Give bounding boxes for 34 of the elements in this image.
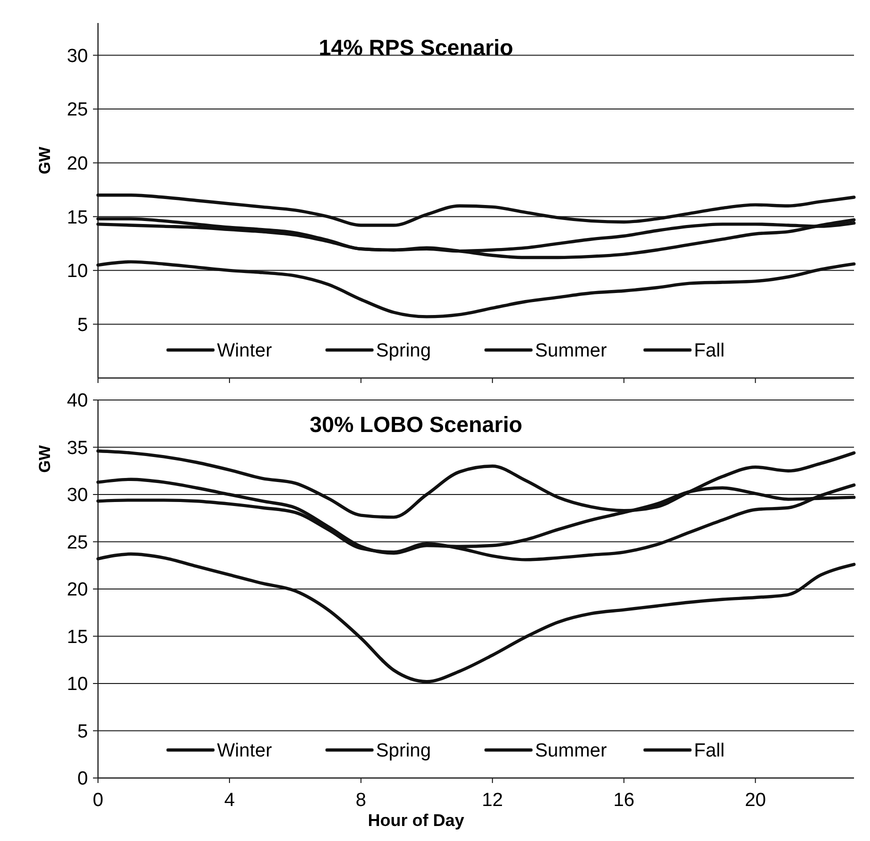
text: 14% RPS Scenario — [318, 35, 514, 60]
legend-label: Spring — [376, 740, 431, 762]
y-tick-label: 25 — [66, 532, 88, 554]
y-tick-label: 5 — [77, 721, 88, 742]
y-tick-label: 35 — [66, 438, 88, 459]
x-axis-title: Hour of Day — [368, 811, 465, 830]
legend-label: Summer — [535, 740, 608, 762]
x-tick-label: 20 — [744, 790, 766, 811]
legend-label: Fall — [694, 740, 725, 762]
y-tick-label: 20 — [66, 154, 88, 174]
y-tick-label: 15 — [66, 207, 88, 228]
y-tick-label: 30 — [66, 485, 88, 506]
x-tick-label: 4 — [224, 790, 236, 811]
x-tick-label: 8 — [356, 790, 366, 811]
y-tick-label: 20 — [66, 580, 88, 601]
text: 30% LOBO Scenario — [310, 412, 522, 437]
legend-label: Summer — [535, 340, 608, 362]
y-tick-label: 0 — [77, 768, 88, 790]
x-tick-label: 12 — [482, 790, 504, 811]
x-tick-label: 16 — [613, 790, 634, 811]
y-tick-label: 5 — [77, 314, 88, 336]
legend-label: Winter — [217, 340, 273, 362]
legend-label: Fall — [694, 340, 725, 362]
y-tick-label: 40 — [66, 390, 88, 412]
x-tick-label: 0 — [92, 790, 104, 811]
y-tick-label: 25 — [66, 100, 88, 121]
legend-label: Winter — [217, 740, 273, 762]
y-axis-title: GW — [37, 146, 54, 174]
y-axis-title: GW — [37, 444, 54, 473]
y-tick-label: 15 — [66, 626, 88, 648]
y-tick-label: 10 — [66, 674, 88, 696]
y-tick-label: 10 — [66, 261, 88, 282]
y-tick-label: 30 — [66, 46, 88, 67]
legend-label: Spring — [376, 340, 431, 362]
